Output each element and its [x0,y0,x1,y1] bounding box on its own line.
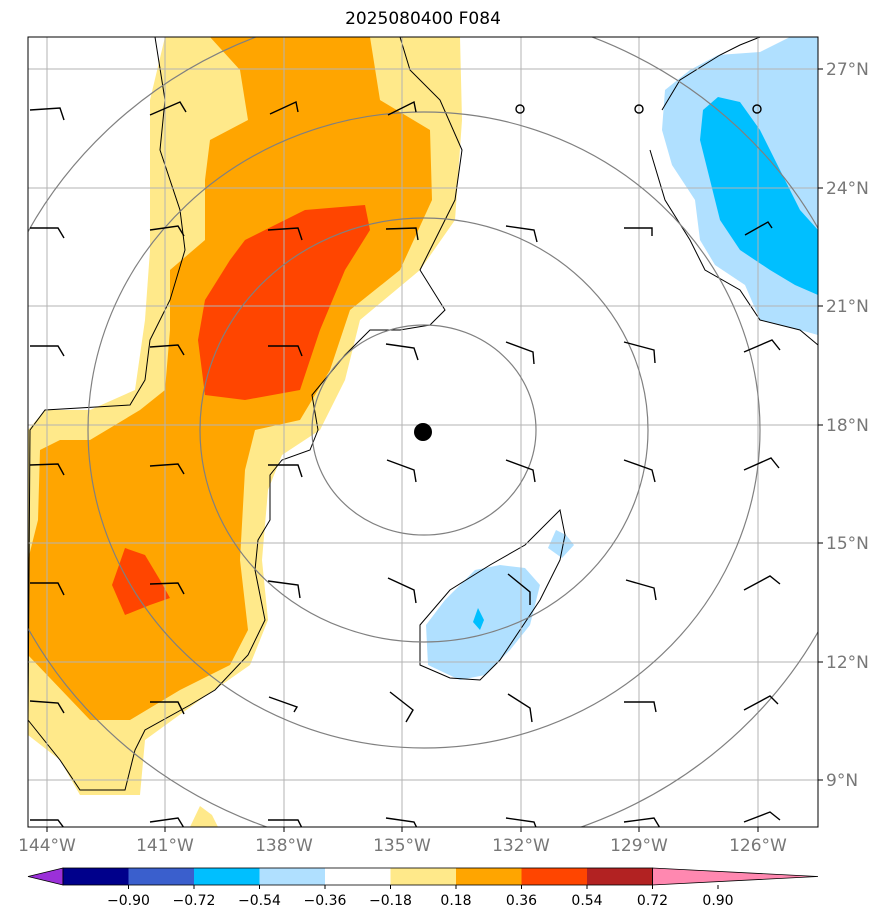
graticule [28,37,818,827]
plot-frame [27,36,819,828]
lon-label-144w: 144°W [18,836,76,856]
anomaly-fill-deep-blue-ne [700,97,818,295]
anomaly-fill-light-blue-tiny [548,530,574,558]
lon-label-129w: 129°W [610,836,668,856]
lon-label-135w: 135°W [373,836,431,856]
storm-center-marker [414,423,432,441]
anomaly-fill-red-orange-small [112,548,170,615]
axis-ticks [46,68,823,832]
lat-label-9n: 9°N [826,771,858,791]
lon-label-126w: 126°W [729,836,787,856]
latitude-labels: 27°N 24°N 21°N 18°N 15°N 12°N 9°N [826,60,869,791]
colorbar-label: 0.90 [702,893,733,909]
colorbar-extend-min [27,867,64,886]
lat-label-12n: 12°N [826,653,869,673]
anomaly-fill-small-yellow [190,806,218,827]
colorbar-segment [63,868,129,885]
colorbar-segment [259,868,326,885]
plot-area [28,37,818,827]
colorbar-segment [521,868,588,885]
colorbar-segment [456,868,522,885]
colorbar-label: −0.54 [238,893,281,909]
colorbar: −0.90 −0.72 −0.54 −0.36 −0.18 0.18 0.36 0.54 0.7… [27,867,819,909]
colorbar-label: 0.72 [637,893,668,909]
lat-label-24n: 24°N [826,179,869,199]
colorbar-label: −0.90 [107,893,150,909]
contour-lines [28,37,818,791]
map-title: 2025080400 F084 [345,9,501,29]
anomaly-fill-deep-blue-tiny [473,608,484,630]
colorbar-segment [325,868,391,885]
lat-label-18n: 18°N [826,416,869,436]
colorbar-label: 0.54 [571,893,602,909]
colorbar-label: −0.72 [173,893,216,909]
lat-label-21n: 21°N [826,297,869,317]
wind-barbs [29,100,781,827]
colorbar-segment [390,868,457,885]
lon-label-132w: 132°W [492,836,550,856]
colorbar-segment [587,868,653,885]
lat-label-15n: 15°N [826,534,869,554]
range-rings [28,37,818,827]
colorbar-segment [194,868,260,885]
longitude-labels: 144°W 141°W 138°W 135°W 132°W 129°W 126°… [18,836,787,856]
colorbar-label: −0.36 [304,893,347,909]
colorbar-label: 0.36 [506,893,537,909]
lon-label-138w: 138°W [255,836,313,856]
colorbar-label: 0.18 [440,893,471,909]
colorbar-frame [62,867,653,886]
colorbar-extend-max [652,867,819,886]
colorbar-label: −0.18 [369,893,412,909]
lon-label-141w: 141°W [136,836,194,856]
colorbar-segment [128,868,195,885]
lat-label-27n: 27°N [826,60,869,80]
